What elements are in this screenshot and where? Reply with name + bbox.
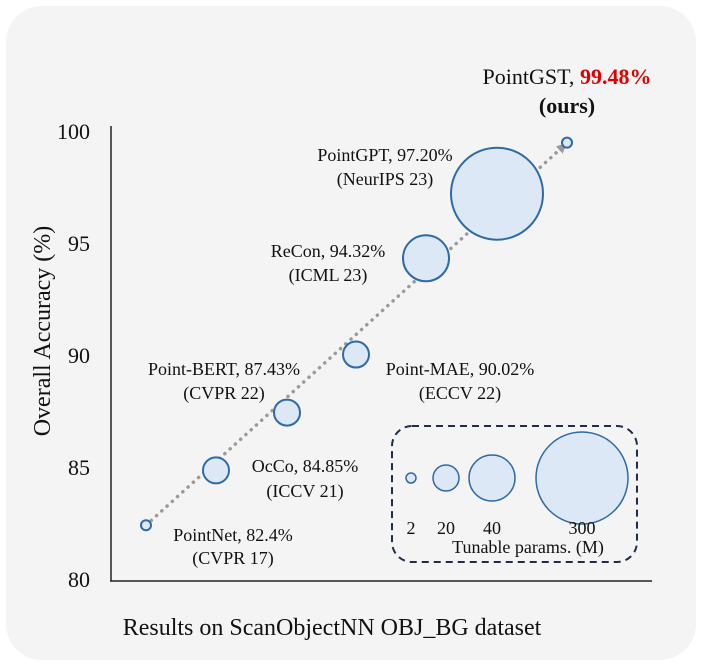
bubble-point-bert [273,398,301,427]
label-occo: OcCo, 84.85% [252,456,359,476]
bubble-pointgpt [450,146,544,241]
bubble-occo [202,456,230,485]
label-pointgst: PointGST, 99.48% [483,64,652,89]
y-tick-label: 90 [68,343,90,368]
label-pointgpt: PointGPT, 97.20% [317,145,452,165]
label-recon: ReCon, 94.32% [271,241,386,261]
legend-bubble [405,472,417,484]
legend-size-label: 2 [407,518,416,538]
legend-size-label: 20 [437,518,455,538]
y-tick-label: 100 [57,119,90,144]
bubble-recon [402,234,450,283]
legend-title: Tunable params. (M) [452,537,604,558]
label-point-bert: Point-BERT, 87.43% [148,359,300,379]
venue-pointnet: (CVPR 17) [192,548,274,569]
y-axis-label: Overall Accuracy (%) [30,226,56,437]
y-tick-label: 80 [68,567,90,592]
venue-point-mae: (ECCV 22) [419,383,501,404]
venue-occo: (ICCV 21) [266,481,343,502]
label-accuracy-highlight: 99.48% [580,64,652,89]
label-name: PointGST, [483,64,580,89]
venue-point-bert: (CVPR 22) [183,383,265,404]
legend-size-label: 300 [569,518,596,538]
label-point-mae: Point-MAE, 90.02% [386,359,535,379]
legend-size-label: 40 [483,518,501,538]
bubble-pointgst [561,136,573,149]
y-tick-label: 95 [68,231,90,256]
chart-card [6,6,696,660]
venue-recon: (ICML 23) [289,265,368,286]
legend-bubble [535,431,629,525]
label-pointnet: PointNet, 82.4% [173,525,293,545]
legend-box [391,425,638,563]
venue-pointgst: (ours) [539,93,595,118]
bubble-point-mae [342,340,370,369]
legend-bubble [468,454,516,502]
y-tick-label: 85 [68,455,90,480]
legend-bubble [432,464,460,492]
bubble-pointnet [140,519,152,532]
venue-pointgpt: (NeurIPS 23) [337,169,434,190]
chart-caption: Results on ScanObjectNN OBJ_BG dataset [123,615,542,641]
